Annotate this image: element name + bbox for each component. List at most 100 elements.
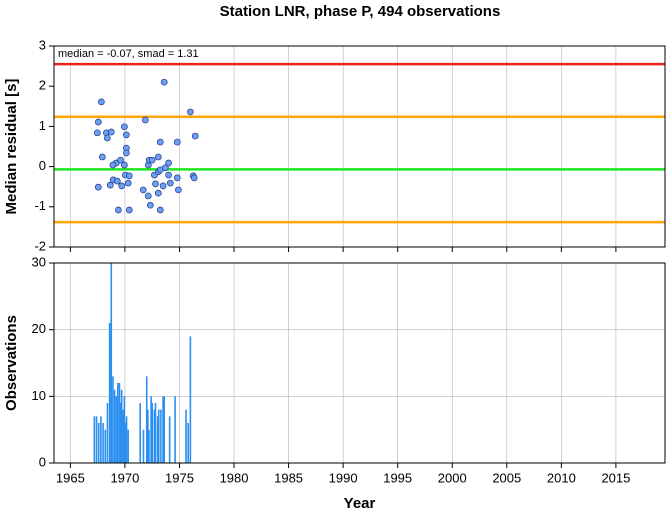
bar xyxy=(93,416,96,463)
bar xyxy=(153,409,156,463)
point xyxy=(104,134,111,142)
bar xyxy=(125,416,128,463)
point xyxy=(107,128,115,136)
point xyxy=(125,206,133,214)
point xyxy=(173,138,181,146)
bar xyxy=(139,403,141,463)
point xyxy=(173,174,181,182)
point xyxy=(115,206,122,214)
y-tick-label: 20 xyxy=(32,321,46,336)
point xyxy=(187,108,194,116)
point xyxy=(118,182,125,190)
bar xyxy=(174,396,176,463)
point xyxy=(106,181,114,189)
annotation: median = -0.07, smad = 1.31 xyxy=(58,48,199,60)
bar xyxy=(102,423,104,463)
point xyxy=(175,186,182,194)
bar xyxy=(154,403,157,463)
point xyxy=(152,180,159,188)
point xyxy=(154,189,162,197)
y-tick-label: 10 xyxy=(32,388,46,403)
point xyxy=(124,179,132,187)
point xyxy=(98,153,106,161)
point xyxy=(146,201,154,209)
x-tick-label: 2015 xyxy=(601,470,630,485)
x-tick-label: 2010 xyxy=(547,470,576,485)
x-tick-label: 1970 xyxy=(110,470,139,485)
point xyxy=(160,78,168,86)
bar xyxy=(145,376,148,463)
bar xyxy=(97,423,100,463)
bar xyxy=(150,396,152,463)
bar xyxy=(112,376,114,463)
bar xyxy=(160,409,162,463)
y-tick-label: 30 xyxy=(32,254,46,269)
bar xyxy=(185,409,187,463)
bar xyxy=(120,389,123,463)
bar xyxy=(95,416,98,463)
point xyxy=(165,171,172,179)
bar xyxy=(156,416,159,463)
bar xyxy=(189,336,192,463)
point xyxy=(94,118,102,126)
bar xyxy=(147,409,149,463)
x-axis-label: Year xyxy=(344,495,376,511)
bar xyxy=(108,323,111,463)
bar xyxy=(151,403,153,463)
bar xyxy=(113,389,116,463)
point xyxy=(98,98,105,106)
y-axis-label: Median residual [s] xyxy=(3,79,20,215)
point xyxy=(125,172,133,180)
point xyxy=(148,156,156,164)
annotation-box xyxy=(55,47,220,62)
y-axis-label: Observations xyxy=(3,315,20,411)
point xyxy=(139,186,147,194)
point xyxy=(161,164,169,172)
point xyxy=(121,161,128,169)
bar xyxy=(117,383,119,463)
bar xyxy=(118,383,121,463)
y-tick-label: -2 xyxy=(34,238,46,253)
point xyxy=(94,183,102,191)
plot-frame xyxy=(53,45,666,248)
bar xyxy=(122,409,125,463)
bar xyxy=(115,396,117,463)
y-tick-label: 1 xyxy=(39,118,46,133)
point xyxy=(93,129,101,137)
bar xyxy=(157,409,160,463)
x-tick-label: 2000 xyxy=(438,470,467,485)
bar xyxy=(163,396,165,463)
bar xyxy=(124,423,127,463)
point xyxy=(113,177,121,185)
point xyxy=(156,138,164,146)
y-tick-label: 0 xyxy=(39,454,46,469)
point xyxy=(122,131,130,139)
chart-title: Station LNR, phase P, 494 observations xyxy=(220,3,501,20)
bar xyxy=(123,396,126,463)
point xyxy=(117,156,124,164)
y-tick-label: 2 xyxy=(39,78,46,93)
point xyxy=(191,132,199,140)
x-tick-label: 1985 xyxy=(274,470,303,485)
y-tick-label: 0 xyxy=(39,158,46,173)
plot-frame xyxy=(53,262,666,464)
bar xyxy=(187,423,190,463)
point xyxy=(121,123,128,131)
bar xyxy=(106,403,109,463)
point xyxy=(190,174,198,182)
point xyxy=(144,192,152,200)
point xyxy=(159,182,167,190)
point xyxy=(154,153,162,161)
bar xyxy=(100,416,102,463)
bar xyxy=(119,403,122,463)
point xyxy=(109,161,117,169)
point xyxy=(165,159,172,167)
point xyxy=(156,206,164,214)
bar xyxy=(104,429,107,463)
x-tick-label: 1975 xyxy=(165,470,194,485)
bar xyxy=(168,416,171,463)
bar xyxy=(162,396,164,463)
bar xyxy=(148,429,150,463)
bar xyxy=(110,263,113,463)
x-tick-label: 1965 xyxy=(56,470,85,485)
